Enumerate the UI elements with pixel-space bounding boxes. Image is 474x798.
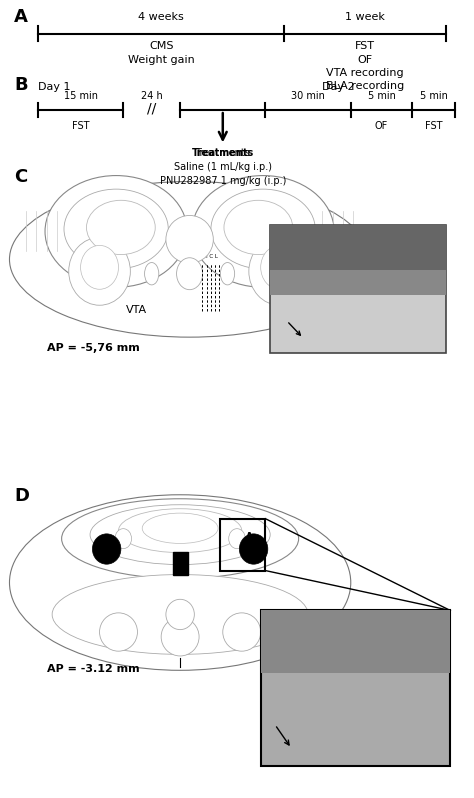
Ellipse shape [166, 599, 194, 630]
Text: M C L: M C L [203, 255, 219, 259]
Text: Treatments: Treatments [191, 148, 254, 158]
Bar [270, 225, 446, 353]
Bar [261, 610, 450, 766]
Bar [270, 225, 446, 270]
Text: Day 2: Day 2 [322, 81, 355, 92]
Bar [173, 552, 188, 575]
Ellipse shape [145, 263, 159, 285]
Ellipse shape [9, 181, 370, 337]
Text: 24 h: 24 h [141, 91, 163, 101]
Text: OF: OF [375, 121, 388, 132]
Text: 15 min: 15 min [64, 91, 98, 101]
Ellipse shape [211, 189, 315, 269]
Ellipse shape [86, 200, 155, 255]
Text: 1 week: 1 week [345, 12, 385, 22]
Text: //: // [147, 101, 156, 116]
Ellipse shape [176, 258, 203, 290]
Ellipse shape [261, 245, 299, 289]
Ellipse shape [52, 575, 308, 654]
Text: FST: FST [72, 121, 89, 132]
Ellipse shape [100, 613, 137, 651]
Text: AP = -5,76 mm: AP = -5,76 mm [47, 343, 140, 354]
Text: Treatments
Saline (1 mL/kg i.p.)
PNU282987 1 mg/kg (i.p.): Treatments Saline (1 mL/kg i.p.) PNU2829… [160, 148, 286, 186]
Text: FST: FST [425, 121, 442, 132]
Text: AP = -3.12 mm: AP = -3.12 mm [47, 664, 140, 674]
Ellipse shape [249, 238, 310, 305]
Ellipse shape [224, 200, 293, 255]
Ellipse shape [223, 613, 261, 651]
Ellipse shape [142, 513, 218, 543]
Ellipse shape [9, 495, 351, 670]
Ellipse shape [69, 238, 130, 305]
Text: Day 1: Day 1 [38, 81, 71, 92]
Ellipse shape [161, 618, 199, 656]
Ellipse shape [239, 534, 268, 564]
Ellipse shape [62, 499, 299, 579]
Text: FST
OF
VTA recording
BLA recording: FST OF VTA recording BLA recording [326, 41, 404, 91]
Ellipse shape [118, 509, 242, 552]
Text: 5 min: 5 min [368, 91, 395, 101]
Ellipse shape [81, 245, 118, 289]
Text: D: D [14, 487, 29, 505]
Ellipse shape [92, 534, 121, 564]
Bar [270, 225, 446, 295]
Ellipse shape [115, 528, 131, 549]
Text: 4 weeks: 4 weeks [138, 12, 184, 22]
Text: C: C [14, 168, 27, 186]
Text: A: A [14, 8, 28, 26]
Text: B: B [14, 76, 28, 94]
Ellipse shape [64, 189, 168, 269]
Ellipse shape [228, 528, 246, 549]
Ellipse shape [45, 176, 187, 287]
Text: CMS
Weight gain: CMS Weight gain [128, 41, 194, 65]
Ellipse shape [166, 215, 213, 263]
Ellipse shape [192, 176, 334, 287]
Text: 5 min: 5 min [420, 91, 447, 101]
Bar [220, 519, 265, 571]
Ellipse shape [220, 263, 235, 285]
Text: BLA: BLA [232, 531, 254, 542]
Ellipse shape [90, 504, 270, 565]
Text: VTA: VTA [126, 305, 147, 314]
Text: 30 min: 30 min [291, 91, 325, 101]
Bar [261, 610, 450, 673]
